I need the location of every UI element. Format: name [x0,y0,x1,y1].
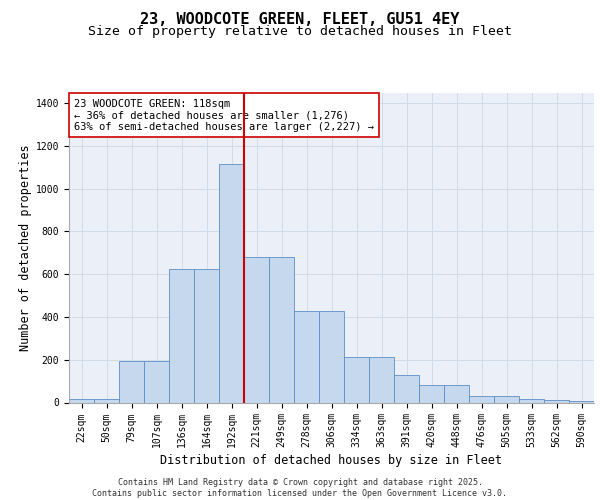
Bar [394,374,419,402]
Bar [169,269,194,402]
Bar [469,396,494,402]
Bar [69,400,94,402]
Bar [219,164,244,402]
Bar [119,361,144,403]
Bar [444,386,469,402]
X-axis label: Distribution of detached houses by size in Fleet: Distribution of detached houses by size … [161,454,503,468]
Text: 23, WOODCOTE GREEN, FLEET, GU51 4EY: 23, WOODCOTE GREEN, FLEET, GU51 4EY [140,12,460,28]
Bar [494,396,519,402]
Text: Contains HM Land Registry data © Crown copyright and database right 2025.
Contai: Contains HM Land Registry data © Crown c… [92,478,508,498]
Bar [369,356,394,403]
Y-axis label: Number of detached properties: Number of detached properties [19,144,32,351]
Bar [319,310,344,402]
Bar [544,400,569,402]
Bar [94,400,119,402]
Bar [194,269,219,402]
Text: Size of property relative to detached houses in Fleet: Size of property relative to detached ho… [88,25,512,38]
Bar [294,310,319,402]
Text: 23 WOODCOTE GREEN: 118sqm
← 36% of detached houses are smaller (1,276)
63% of se: 23 WOODCOTE GREEN: 118sqm ← 36% of detac… [74,98,374,132]
Bar [344,356,369,403]
Bar [419,386,444,402]
Bar [519,400,544,402]
Bar [244,257,269,402]
Bar [144,361,169,403]
Bar [269,257,294,402]
